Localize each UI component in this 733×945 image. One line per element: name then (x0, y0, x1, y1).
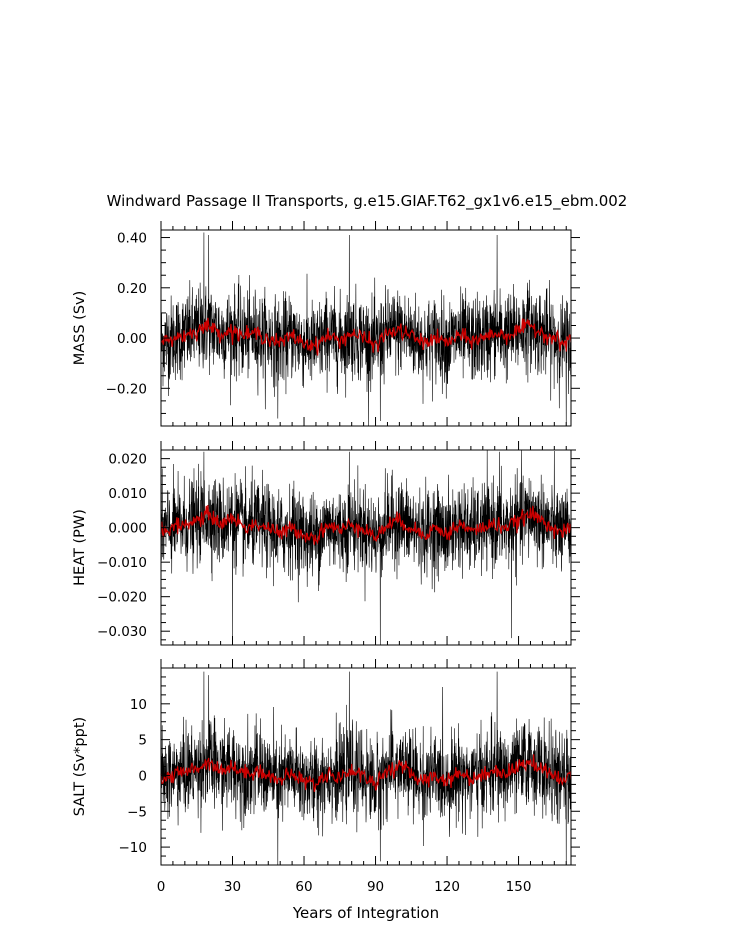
y-tick-label: 5 (138, 733, 147, 749)
x-tick-label: 90 (367, 879, 384, 895)
x-tick-label: 0 (157, 879, 166, 895)
mass-panel: 0.40 0.20 0.00 −0.20 MASS (Sv) (72, 221, 580, 427)
y-axis-label: SALT (Sv*ppt) (72, 717, 88, 816)
y-tick-label: −0.020 (97, 590, 147, 606)
x-tick-label: 150 (506, 879, 532, 895)
y-axis-label: HEAT (PW) (72, 509, 88, 586)
y-tick-label: 0.00 (117, 331, 147, 347)
monthly-transport-line (160, 449, 572, 646)
plot-frame (160, 229, 572, 427)
annual-mean-line (160, 317, 572, 356)
monthly-transport-line (160, 232, 572, 427)
annual-mean-line (160, 505, 572, 545)
heat-panel: 0.020 0.010 0.000 −0.010 −0.020 −0.030 HEAT (P… (72, 441, 580, 646)
x-tick-label: 60 (295, 879, 312, 895)
x-axis-label: Years of Integration (292, 904, 439, 922)
y-tick-label: 0 (138, 768, 147, 784)
x-tick-label: 120 (434, 879, 460, 895)
y-tick-label: 0.20 (117, 281, 147, 297)
monthly-transport-line (160, 671, 572, 866)
y-tick-label: 0.010 (108, 486, 147, 502)
salt-panel: 10 5 0 −5 −10 0 30 60 90 120 150 SALT (Sv*ppt) (72, 659, 580, 895)
y-tick-label: −5 (127, 804, 147, 820)
y-axis-label: MASS (Sv) (72, 291, 88, 366)
plot-frame (160, 449, 572, 646)
y-tick-label: 0.40 (117, 231, 147, 247)
x-tick-label: 30 (224, 879, 241, 895)
annual-mean-line (160, 754, 572, 793)
y-tick-label: −0.030 (97, 624, 147, 640)
y-tick-label: 0.020 (108, 452, 147, 468)
chart-title: Windward Passage II Transports, g.e15.GI… (107, 192, 628, 211)
y-tick-label: 10 (130, 697, 147, 713)
y-tick-label: −0.010 (97, 555, 147, 571)
y-tick-label: 0.000 (108, 521, 147, 537)
y-tick-label: −10 (119, 840, 148, 856)
y-tick-label: −0.20 (106, 381, 147, 397)
